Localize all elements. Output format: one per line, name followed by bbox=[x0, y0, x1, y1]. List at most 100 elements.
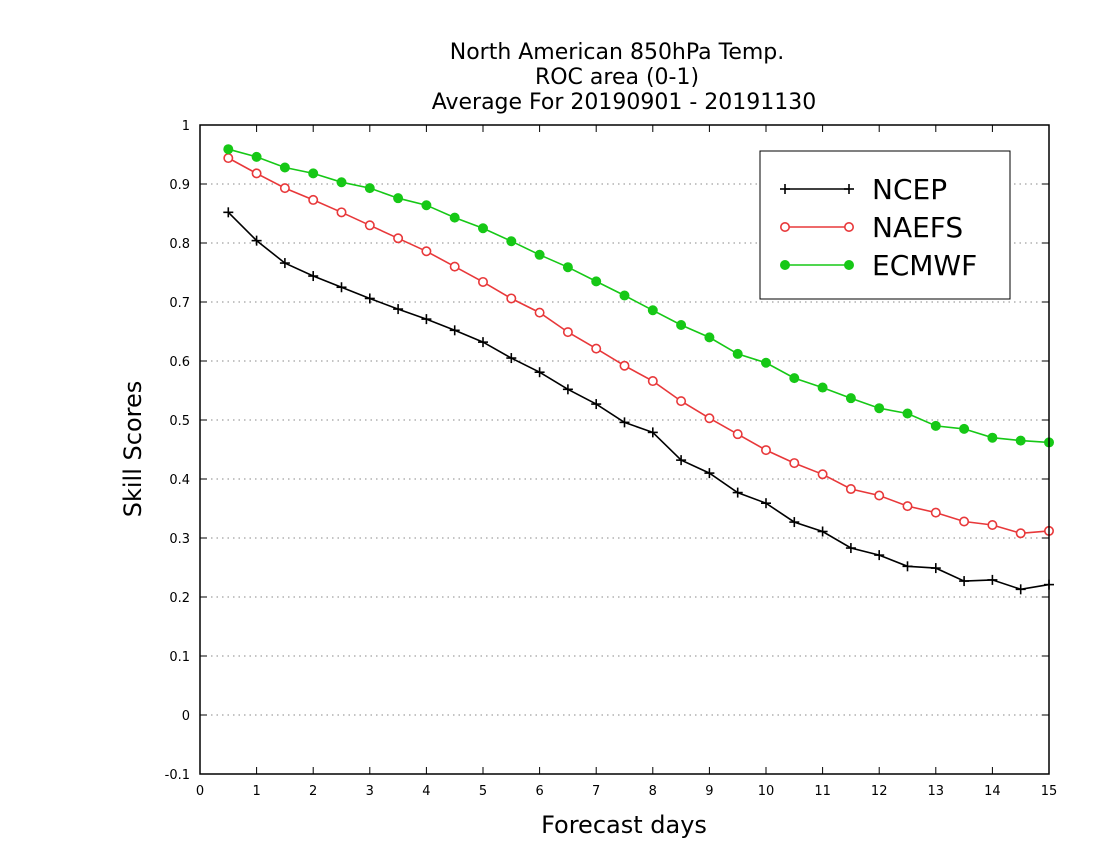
data-point-naefs bbox=[364, 220, 375, 231]
data-point-ncep bbox=[845, 543, 856, 554]
data-point-naefs bbox=[393, 233, 404, 244]
x-tick-label: 2 bbox=[309, 784, 317, 799]
data-point-naefs bbox=[704, 413, 715, 424]
y-tick-label: -0.1 bbox=[165, 768, 190, 783]
x-tick-label: 1 bbox=[252, 784, 260, 799]
data-point-naefs bbox=[845, 484, 856, 495]
data-point-naefs bbox=[477, 276, 488, 287]
x-tick-label: 14 bbox=[984, 784, 1001, 799]
data-point-ecmwf bbox=[874, 403, 885, 414]
data-point-ecmwf bbox=[817, 382, 828, 393]
legend-label: NCEP bbox=[872, 173, 947, 206]
data-point-ncep bbox=[478, 337, 488, 348]
data-point-ncep bbox=[506, 353, 517, 364]
data-point-ncep bbox=[279, 258, 290, 269]
data-point-naefs bbox=[251, 168, 262, 179]
chart-title-line-1: North American 850hPa Temp. bbox=[450, 40, 785, 65]
legend-marker bbox=[780, 184, 790, 194]
data-point-ncep bbox=[223, 207, 234, 218]
data-point-ecmwf bbox=[647, 305, 658, 316]
data-point-ncep bbox=[534, 367, 545, 378]
data-point-ecmwf bbox=[364, 183, 375, 194]
data-point-ecmwf bbox=[987, 432, 998, 443]
x-tick-label: 3 bbox=[366, 784, 374, 799]
plot-area-frame bbox=[199, 124, 1050, 775]
data-point-naefs bbox=[676, 396, 687, 407]
legend-box bbox=[759, 150, 1011, 300]
y-tick-label: 0 bbox=[182, 709, 190, 724]
data-point-naefs bbox=[449, 261, 460, 272]
data-point-naefs bbox=[279, 183, 290, 194]
data-point-ncep bbox=[959, 576, 970, 587]
data-point-naefs bbox=[223, 153, 234, 164]
x-tick-label: 0 bbox=[196, 784, 204, 799]
series-naefs bbox=[223, 153, 1055, 539]
data-point-ncep bbox=[930, 563, 941, 574]
data-point-ecmwf bbox=[562, 262, 573, 273]
data-point-naefs bbox=[789, 458, 800, 469]
data-point-ecmwf bbox=[591, 276, 602, 287]
data-point-ecmwf bbox=[704, 332, 715, 343]
data-point-ncep bbox=[449, 325, 460, 336]
data-point-ncep bbox=[393, 304, 404, 315]
data-point-ecmwf bbox=[789, 373, 800, 384]
y-tick-label: 0.9 bbox=[169, 178, 190, 193]
legend-marker bbox=[779, 222, 790, 233]
data-point-ecmwf bbox=[845, 393, 856, 404]
data-point-naefs bbox=[930, 507, 941, 518]
y-tick-label: 0.6 bbox=[169, 355, 190, 370]
data-point-ncep bbox=[562, 384, 573, 395]
data-point-ecmwf bbox=[619, 290, 630, 301]
data-point-ncep bbox=[704, 468, 715, 479]
data-point-naefs bbox=[591, 343, 602, 354]
y-tick-label: 0.1 bbox=[169, 650, 190, 665]
data-point-ecmwf bbox=[902, 408, 913, 419]
chart-title-line-2: ROC area (0-1) bbox=[535, 65, 699, 90]
data-point-ncep bbox=[364, 293, 375, 304]
series-ecmwf bbox=[223, 144, 1054, 448]
data-point-ncep bbox=[902, 561, 913, 572]
legend-marker bbox=[780, 260, 790, 270]
data-point-ncep bbox=[874, 550, 885, 561]
data-point-naefs bbox=[732, 429, 743, 440]
data-point-ncep bbox=[647, 427, 658, 438]
legend-item-naefs: NAEFS bbox=[779, 211, 963, 244]
data-point-naefs bbox=[562, 327, 573, 338]
data-point-ecmwf bbox=[676, 320, 687, 331]
data-point-ncep bbox=[1015, 584, 1026, 595]
data-point-ecmwf bbox=[223, 144, 234, 155]
data-point-ecmwf bbox=[959, 423, 970, 434]
legend-label: NAEFS bbox=[872, 211, 963, 244]
x-tick-label: 5 bbox=[479, 784, 487, 799]
x-tick-label: 6 bbox=[535, 784, 543, 799]
y-tick-label: 0.4 bbox=[169, 473, 190, 488]
legend-marker bbox=[843, 222, 854, 233]
data-point-ecmwf bbox=[421, 200, 432, 211]
data-point-ecmwf bbox=[393, 193, 404, 204]
data-point-naefs bbox=[647, 376, 658, 387]
data-point-ncep bbox=[591, 399, 602, 410]
data-point-ecmwf bbox=[930, 420, 941, 431]
data-point-ecmwf bbox=[336, 177, 347, 188]
y-tick-label: 0.3 bbox=[169, 532, 190, 547]
data-point-naefs bbox=[506, 293, 517, 304]
data-point-ncep bbox=[987, 574, 998, 585]
x-tick-label: 11 bbox=[814, 784, 831, 799]
data-point-ecmwf bbox=[506, 236, 517, 247]
data-point-naefs bbox=[874, 490, 885, 501]
y-tick-label: 1 bbox=[182, 119, 190, 134]
data-point-naefs bbox=[902, 501, 913, 512]
y-tick-label: 0.7 bbox=[169, 296, 190, 311]
series-layer bbox=[223, 144, 1055, 595]
data-point-ecmwf bbox=[1015, 435, 1026, 446]
x-tick-label: 7 bbox=[592, 784, 600, 799]
y-tick-label: 0.8 bbox=[169, 237, 190, 252]
data-point-ncep bbox=[732, 487, 743, 498]
x-tick-label: 15 bbox=[1041, 784, 1058, 799]
data-point-ncep bbox=[619, 417, 630, 428]
y-tick-label: 0.2 bbox=[169, 591, 190, 606]
data-point-ncep bbox=[336, 282, 347, 293]
data-point-ecmwf bbox=[308, 168, 319, 179]
legend: NCEP NAEFS ECMWF bbox=[759, 150, 1011, 300]
